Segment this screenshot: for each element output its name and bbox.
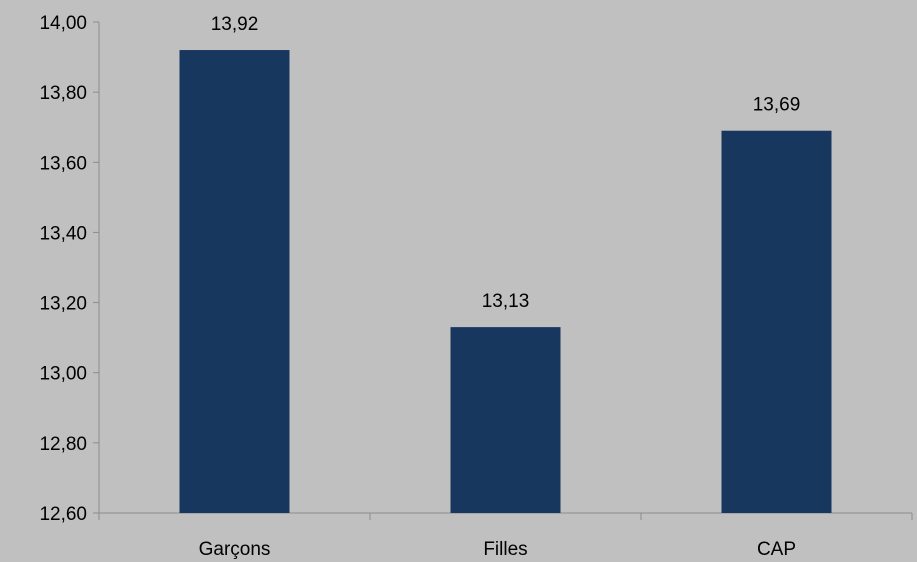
y-tick-label: 13,60 <box>39 153 87 174</box>
data-label: 13,13 <box>482 291 530 312</box>
bar-garçons <box>179 50 290 514</box>
x-tick-label: Filles <box>483 539 527 560</box>
y-tick-label: 13,80 <box>39 83 87 104</box>
y-tick-label: 13,20 <box>39 294 87 315</box>
y-tick-label: 12,60 <box>39 504 87 525</box>
y-tick-label: 12,80 <box>39 434 87 455</box>
y-tick-label: 14,00 <box>39 13 87 34</box>
x-tick-label: Garçons <box>199 539 271 560</box>
data-label: 13,69 <box>753 95 801 116</box>
y-tick-label: 13,40 <box>39 223 87 244</box>
bar-filles <box>450 327 561 513</box>
bar-series <box>179 50 832 514</box>
y-axis: 12,60 12,80 13,00 13,20 13,40 13,60 13,80 14,00 <box>39 13 100 525</box>
bar-cap <box>721 130 832 513</box>
data-labels: 13,92 13,13 13,69 <box>211 14 801 312</box>
data-label: 13,92 <box>211 14 259 35</box>
x-tick-label: CAP <box>757 539 796 560</box>
x-axis: Garçons Filles CAP <box>98 512 913 560</box>
y-tick-label: 13,00 <box>39 364 87 385</box>
